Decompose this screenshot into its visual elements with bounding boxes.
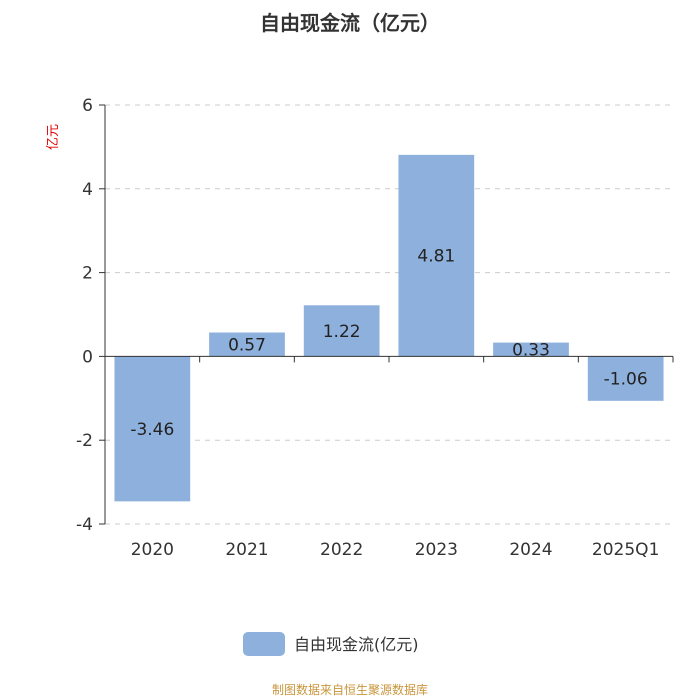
bar[interactable]: [398, 154, 475, 357]
x-tick-label: 2025Q1: [592, 540, 659, 560]
x-tick-label: 2024: [509, 540, 552, 560]
bar[interactable]: [493, 342, 569, 357]
data-label: 1.22: [323, 322, 361, 342]
legend-label: 自由现金流(亿元): [294, 635, 419, 654]
y-tick-label: 2: [82, 264, 93, 284]
x-tick-label: 2022: [320, 540, 363, 560]
legend-swatch: [243, 632, 285, 656]
y-tick-label: 6: [82, 96, 93, 116]
data-label: -1.06: [604, 370, 648, 390]
data-label: 0.57: [228, 335, 266, 355]
bar[interactable]: [209, 332, 285, 357]
source-note: 制图数据来自恒生聚源数据库: [272, 682, 428, 697]
data-label: 4.81: [417, 247, 455, 267]
y-tick-label: 0: [82, 347, 93, 367]
data-label: -3.46: [130, 420, 174, 440]
y-tick-label: -4: [76, 515, 93, 535]
chart-title: 自由现金流（亿元）: [260, 11, 440, 35]
y-axis-label: 亿元: [46, 124, 61, 150]
data-labels: -3.46 0.57 1.22 4.81 0.33 -1.06: [130, 247, 647, 440]
bar[interactable]: [114, 356, 191, 502]
x-tick-label: 2023: [415, 540, 458, 560]
y-tick-label: -2: [76, 431, 93, 451]
bar[interactable]: [303, 305, 380, 357]
bar[interactable]: [587, 356, 664, 401]
y-tick-label: 4: [82, 180, 93, 200]
bars: [114, 154, 664, 502]
data-label: 0.33: [512, 340, 550, 360]
x-tick-label: 2021: [225, 540, 268, 560]
axes: -4 -2 0 2 4 6 2020 2021 2022 2023 2024 2025Q1: [76, 96, 674, 560]
x-tick-label: 2020: [131, 540, 174, 560]
legend[interactable]: 自由现金流(亿元): [243, 632, 419, 656]
grid-lines: [105, 104, 673, 525]
